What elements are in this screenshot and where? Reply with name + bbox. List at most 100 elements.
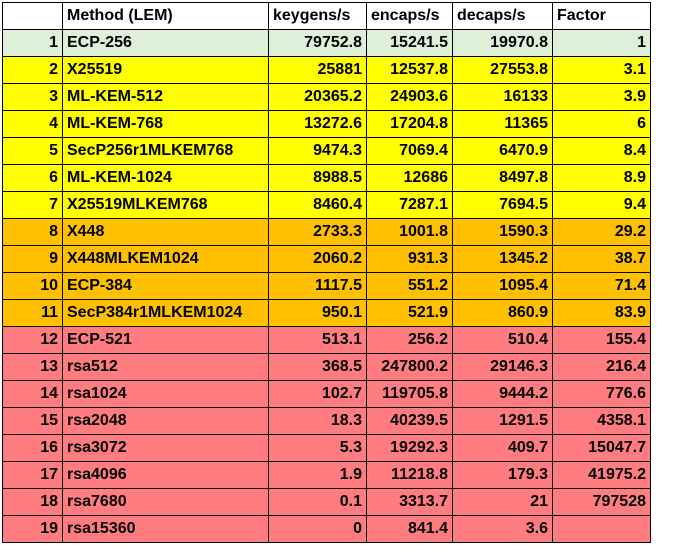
cell-method[interactable]: rsa512: [62, 353, 269, 381]
cell-encaps[interactable]: 17204.8: [366, 110, 453, 138]
cell-decaps[interactable]: 29146.3: [452, 353, 553, 381]
cell-keygens[interactable]: 102.7: [268, 380, 367, 408]
cell-decaps[interactable]: 409.7: [452, 434, 553, 462]
cell-index[interactable]: 19: [2, 515, 63, 543]
cell-index[interactable]: 14: [2, 380, 63, 408]
cell-encaps[interactable]: 19292.3: [366, 434, 453, 462]
header-cell-index[interactable]: [2, 2, 63, 30]
cell-decaps[interactable]: 21: [452, 488, 553, 516]
cell-keygens[interactable]: 25881: [268, 56, 367, 84]
cell-factor[interactable]: [552, 515, 651, 543]
cell-factor[interactable]: 1: [552, 29, 651, 57]
cell-index[interactable]: 16: [2, 434, 63, 462]
cell-index[interactable]: 3: [2, 83, 63, 111]
header-cell-method[interactable]: Method (LEM): [62, 2, 269, 30]
cell-method[interactable]: SecP256r1MLKEM768: [62, 137, 269, 165]
cell-decaps[interactable]: 16133: [452, 83, 553, 111]
cell-method[interactable]: rsa2048: [62, 407, 269, 435]
cell-factor[interactable]: 8.9: [552, 164, 651, 192]
cell-keygens[interactable]: 513.1: [268, 326, 367, 354]
cell-factor[interactable]: 155.4: [552, 326, 651, 354]
cell-index[interactable]: 10: [2, 272, 63, 300]
cell-index[interactable]: 13: [2, 353, 63, 381]
cell-index[interactable]: 6: [2, 164, 63, 192]
cell-encaps[interactable]: 40239.5: [366, 407, 453, 435]
cell-method[interactable]: X25519: [62, 56, 269, 84]
cell-keygens[interactable]: 0: [268, 515, 367, 543]
cell-keygens[interactable]: 2733.3: [268, 218, 367, 246]
header-cell-keygens[interactable]: keygens/s: [268, 2, 367, 30]
cell-decaps[interactable]: 860.9: [452, 299, 553, 327]
cell-factor[interactable]: 71.4: [552, 272, 651, 300]
cell-index[interactable]: 9: [2, 245, 63, 273]
cell-index[interactable]: 4: [2, 110, 63, 138]
cell-index[interactable]: 1: [2, 29, 63, 57]
cell-decaps[interactable]: 7694.5: [452, 191, 553, 219]
cell-keygens[interactable]: 20365.2: [268, 83, 367, 111]
cell-keygens[interactable]: 2060.2: [268, 245, 367, 273]
cell-factor[interactable]: 8.4: [552, 137, 651, 165]
cell-decaps[interactable]: 1345.2: [452, 245, 553, 273]
cell-method[interactable]: rsa1024: [62, 380, 269, 408]
cell-factor[interactable]: 9.4: [552, 191, 651, 219]
cell-decaps[interactable]: 3.6: [452, 515, 553, 543]
cell-decaps[interactable]: 27553.8: [452, 56, 553, 84]
cell-keygens[interactable]: 79752.8: [268, 29, 367, 57]
cell-factor[interactable]: 15047.7: [552, 434, 651, 462]
cell-encaps[interactable]: 3313.7: [366, 488, 453, 516]
cell-decaps[interactable]: 9444.2: [452, 380, 553, 408]
cell-encaps[interactable]: 247800.2: [366, 353, 453, 381]
cell-index[interactable]: 5: [2, 137, 63, 165]
cell-index[interactable]: 11: [2, 299, 63, 327]
cell-method[interactable]: rsa15360: [62, 515, 269, 543]
cell-index[interactable]: 7: [2, 191, 63, 219]
cell-method[interactable]: X448: [62, 218, 269, 246]
cell-method[interactable]: ML-KEM-768: [62, 110, 269, 138]
cell-keygens[interactable]: 368.5: [268, 353, 367, 381]
cell-keygens[interactable]: 18.3: [268, 407, 367, 435]
cell-factor[interactable]: 797528: [552, 488, 651, 516]
cell-index[interactable]: 12: [2, 326, 63, 354]
cell-keygens[interactable]: 950.1: [268, 299, 367, 327]
cell-keygens[interactable]: 8460.4: [268, 191, 367, 219]
cell-keygens[interactable]: 5.3: [268, 434, 367, 462]
cell-decaps[interactable]: 1590.3: [452, 218, 553, 246]
cell-factor[interactable]: 6: [552, 110, 651, 138]
cell-decaps[interactable]: 11365: [452, 110, 553, 138]
cell-encaps[interactable]: 931.3: [366, 245, 453, 273]
cell-decaps[interactable]: 1291.5: [452, 407, 553, 435]
cell-encaps[interactable]: 12686: [366, 164, 453, 192]
cell-factor[interactable]: 3.9: [552, 83, 651, 111]
cell-factor[interactable]: 776.6: [552, 380, 651, 408]
cell-index[interactable]: 17: [2, 461, 63, 489]
cell-keygens[interactable]: 0.1: [268, 488, 367, 516]
cell-method[interactable]: ML-KEM-512: [62, 83, 269, 111]
cell-method[interactable]: ECP-384: [62, 272, 269, 300]
cell-method[interactable]: ML-KEM-1024: [62, 164, 269, 192]
cell-encaps[interactable]: 841.4: [366, 515, 453, 543]
cell-decaps[interactable]: 8497.8: [452, 164, 553, 192]
cell-encaps[interactable]: 11218.8: [366, 461, 453, 489]
cell-factor[interactable]: 4358.1: [552, 407, 651, 435]
cell-decaps[interactable]: 1095.4: [452, 272, 553, 300]
cell-factor[interactable]: 41975.2: [552, 461, 651, 489]
cell-keygens[interactable]: 1.9: [268, 461, 367, 489]
cell-encaps[interactable]: 119705.8: [366, 380, 453, 408]
cell-keygens[interactable]: 13272.6: [268, 110, 367, 138]
cell-method[interactable]: X25519MLKEM768: [62, 191, 269, 219]
cell-factor[interactable]: 216.4: [552, 353, 651, 381]
cell-encaps[interactable]: 12537.8: [366, 56, 453, 84]
cell-encaps[interactable]: 7287.1: [366, 191, 453, 219]
cell-decaps[interactable]: 179.3: [452, 461, 553, 489]
cell-encaps[interactable]: 551.2: [366, 272, 453, 300]
cell-decaps[interactable]: 510.4: [452, 326, 553, 354]
cell-keygens[interactable]: 1117.5: [268, 272, 367, 300]
cell-index[interactable]: 18: [2, 488, 63, 516]
cell-method[interactable]: ECP-256: [62, 29, 269, 57]
cell-encaps[interactable]: 7069.4: [366, 137, 453, 165]
header-cell-factor[interactable]: Factor: [552, 2, 651, 30]
cell-encaps[interactable]: 256.2: [366, 326, 453, 354]
cell-method[interactable]: X448MLKEM1024: [62, 245, 269, 273]
cell-encaps[interactable]: 521.9: [366, 299, 453, 327]
cell-factor[interactable]: 38.7: [552, 245, 651, 273]
